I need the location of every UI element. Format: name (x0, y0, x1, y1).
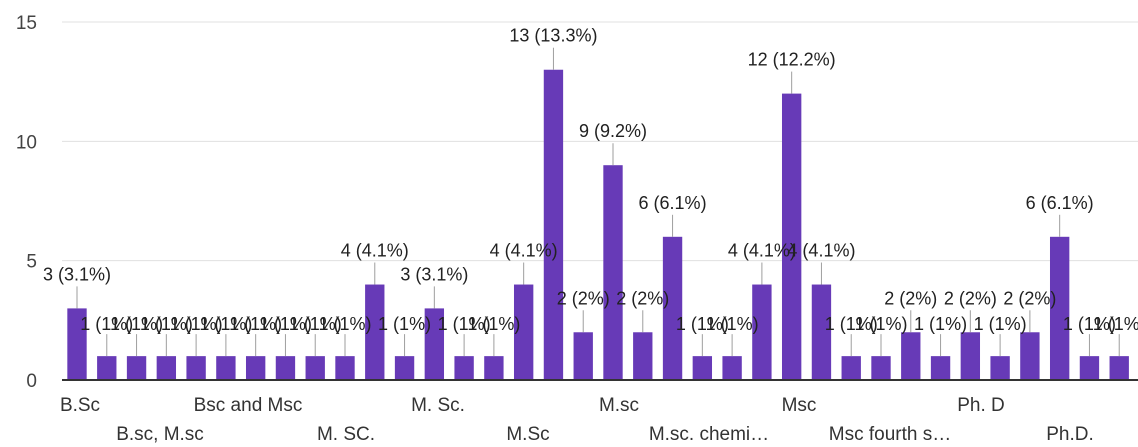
data-label: 1 (1%) (1063, 314, 1116, 334)
bar (1079, 356, 1100, 380)
data-label: 2 (2%) (616, 288, 669, 308)
data-label: 12 (12.2%) (748, 50, 836, 70)
data-label: 1 (1%) (259, 314, 312, 334)
gridlines (62, 21, 1138, 262)
bar (513, 284, 534, 380)
bar (186, 356, 206, 380)
bar (781, 93, 802, 380)
bar (156, 356, 177, 380)
bar (573, 332, 593, 380)
bar (1020, 332, 1040, 380)
data-label: 2 (2%) (884, 288, 937, 308)
data-label: 1 (1%) (467, 314, 520, 334)
y-tick-label: 15 (16, 13, 37, 34)
bar (216, 356, 236, 380)
data-label: 2 (2%) (944, 288, 997, 308)
bar (930, 356, 951, 380)
data-label: 4 (4.1%) (490, 241, 558, 261)
data-label: 1 (1%) (974, 314, 1027, 334)
data-label: 1 (1%) (140, 314, 193, 334)
data-label: 4 (4.1%) (728, 241, 796, 261)
data-label: 1 (1%) (170, 314, 223, 334)
data-label: 3 (3.1%) (400, 264, 468, 284)
x-tick-label: Ph. D (957, 395, 1005, 416)
data-label: 1 (1%) (80, 314, 133, 334)
y-axis: 0 5 10 15 (16, 13, 37, 392)
bar (662, 236, 683, 380)
data-label: 1 (1%) (1093, 314, 1138, 334)
bar (305, 356, 325, 380)
data-label: 6 (6.1%) (1026, 193, 1094, 213)
x-tick-label: M.Sc (506, 424, 549, 445)
data-label: 9 (9.2%) (579, 121, 647, 141)
data-label: 2 (2%) (557, 288, 610, 308)
bar (633, 332, 653, 380)
bar (603, 165, 623, 380)
bar (871, 356, 891, 380)
data-label: 4 (4.1%) (787, 241, 855, 261)
x-tick-label: Ph.D. (1046, 424, 1094, 445)
bar (97, 356, 117, 380)
y-tick-label: 0 (26, 371, 37, 392)
data-label: 2 (2%) (1003, 288, 1056, 308)
bars (67, 69, 1129, 380)
data-label: 6 (6.1%) (639, 193, 707, 213)
x-tick-label: Msc (782, 395, 817, 416)
y-tick-label: 5 (26, 252, 37, 273)
data-label: 1 (1%) (676, 314, 729, 334)
bar (901, 332, 921, 380)
data-label: 1 (1%) (438, 314, 491, 334)
data-label: 1 (1%) (229, 314, 282, 334)
bar (67, 308, 87, 380)
data-label: 1 (1%) (914, 314, 967, 334)
bar (811, 284, 832, 380)
bar (245, 356, 266, 380)
data-labels: 3 (3.1%)1 (1%)1 (1%)1 (1%)1 (1%)1 (1%)1 … (43, 26, 1138, 357)
bar (841, 356, 861, 380)
data-label: 1 (1%) (378, 314, 431, 334)
x-tick-label: Bsc and Msc (194, 395, 303, 416)
x-tick-label: B.sc, M.sc (116, 424, 204, 445)
bar (454, 356, 474, 380)
data-label: 1 (1%) (706, 314, 759, 334)
bar (1109, 356, 1129, 380)
bar (275, 356, 296, 380)
bar (126, 356, 147, 380)
bar (990, 356, 1010, 380)
bar (394, 356, 415, 380)
bar (365, 284, 385, 380)
data-label: 13 (13.3%) (509, 26, 597, 46)
data-label: 3 (3.1%) (43, 264, 111, 284)
y-tick-label: 10 (16, 132, 37, 153)
bar (960, 332, 981, 380)
x-tick-label: M.sc (599, 395, 639, 416)
data-label: 1 (1%) (825, 314, 878, 334)
x-tick-label: Msc fourth s… (829, 424, 951, 445)
data-label: 1 (1%) (110, 314, 163, 334)
data-label: 1 (1%) (289, 314, 342, 334)
bar (335, 356, 355, 380)
bar (424, 308, 445, 380)
data-label: 1 (1%) (854, 314, 907, 334)
bar (752, 284, 772, 380)
data-label: 1 (1%) (199, 314, 252, 334)
data-label: 1 (1%) (318, 314, 371, 334)
data-label: 4 (4.1%) (341, 241, 409, 261)
bar (1049, 236, 1070, 380)
x-tick-label: M. SC. (317, 424, 375, 445)
bar (543, 69, 564, 380)
bar (484, 356, 504, 380)
x-tick-label: B.Sc (60, 395, 100, 416)
x-tick-label: M.sc. chemi… (649, 424, 769, 445)
bar (722, 356, 742, 380)
bar (692, 356, 713, 380)
x-axis: B.Sc Bsc and Msc M. Sc. M.sc Msc Ph. D B.sc, M… (60, 379, 1138, 445)
x-tick-label: M. Sc. (411, 395, 465, 416)
